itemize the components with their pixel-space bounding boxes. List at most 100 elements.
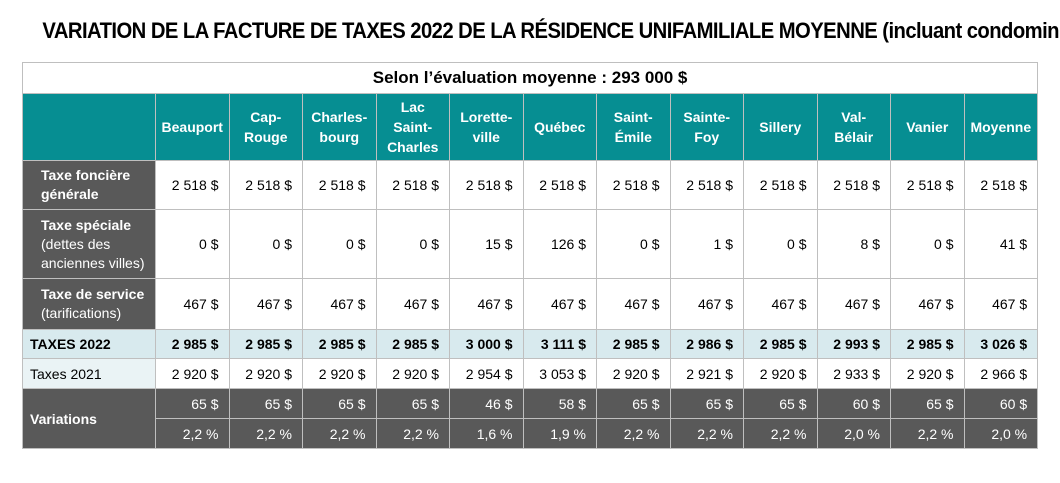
table-cell: 60 $	[816, 388, 891, 419]
row-label: Taxe de service (tarifications)	[22, 278, 156, 330]
table-cell: 2 920 $	[302, 358, 377, 389]
row-variations-amount: Variations 65 $65 $65 $65 $46 $58 $65 $6…	[22, 388, 1039, 449]
table-cell: 2 985 $	[375, 329, 450, 359]
row-taxes-2022: TAXES 2022 2 985 $2 985 $2 985 $2 985 $3…	[22, 329, 1039, 359]
table-cell: 65 $	[228, 388, 303, 419]
column-header: Saint- Émile	[596, 93, 671, 161]
table-cell: 46 $	[449, 388, 524, 419]
row-taxes-2021: Taxes 2021 2 920 $2 920 $2 920 $2 920 $2…	[22, 358, 1039, 389]
table-cell: 467 $	[375, 278, 450, 330]
table-cell: 2 954 $	[449, 358, 524, 389]
table-cell: 467 $	[963, 278, 1039, 330]
table-cell: 0 $	[302, 209, 377, 279]
table-cell: 2,2 %	[228, 418, 303, 449]
column-header-line: Québec	[534, 119, 586, 135]
table-cell: 467 $	[302, 278, 377, 330]
column-header-line: Vanier	[906, 119, 949, 135]
table-subtitle: Selon l’évaluation moyenne : 293 000 $	[21, 62, 1039, 94]
page-title: VARIATION DE LA FACTURE DE TAXES 2022 DE…	[42, 18, 1060, 43]
table-cell: 126 $	[522, 209, 597, 279]
column-header-line: Sainte-	[683, 109, 731, 125]
row-variations-percent: 2,2 % 2,2 % 2,2 % 2,2 % 1,6 % 1,9 % 2,2 % 2,2 %…	[23, 418, 1039, 449]
table-cell: 0 $	[596, 209, 671, 279]
table-cell: 2 920 $	[375, 358, 450, 389]
row-label: Taxe foncière générale	[22, 160, 156, 210]
column-header-line: Saint-	[393, 119, 433, 135]
table-cell: 3 111 $	[522, 329, 597, 359]
table-cell: 1 $	[669, 209, 744, 279]
table-cell: 65 $	[155, 388, 230, 419]
table-cell: 467 $	[522, 278, 597, 330]
table-cell: 2 518 $	[743, 160, 818, 210]
header-row: Beauport Cap- Rouge Charles-bourg Lac Saint- C…	[22, 93, 1039, 161]
table-cell: 2 518 $	[155, 160, 230, 210]
column-header: Lorette-ville	[449, 93, 524, 161]
tax-table: Selon l’évaluation moyenne : 293 000 $ B…	[21, 62, 1039, 449]
table-cell: 2 518 $	[449, 160, 524, 210]
table-cell: 2 985 $	[155, 329, 230, 359]
column-header-line: Charles-	[311, 109, 368, 125]
table-cell: 2 986 $	[669, 329, 744, 359]
table-cell: 2 993 $	[816, 329, 891, 359]
column-header-line: Lorette-	[460, 109, 513, 125]
column-header-line: bourg	[319, 129, 360, 145]
table-cell: 2,2 %	[155, 418, 230, 449]
table-cell: 2 985 $	[890, 329, 965, 359]
table-cell: 2 920 $	[890, 358, 965, 389]
table-cell: 2 518 $	[375, 160, 450, 210]
row-label-sub: (dettes des anciennes villes)	[41, 235, 145, 271]
table-cell: 0 $	[890, 209, 965, 279]
column-header: Vanier	[890, 93, 965, 161]
table-cell: 65 $	[375, 388, 450, 419]
table-cell: 0 $	[375, 209, 450, 279]
row-label: Variations	[22, 388, 156, 449]
table-cell: 467 $	[596, 278, 671, 330]
table-cell: 467 $	[449, 278, 524, 330]
table-cell: 2,0 %	[816, 418, 891, 449]
table-cell: 1,6 %	[449, 418, 524, 449]
column-header-line: Foy	[694, 129, 720, 145]
column-header: Lac Saint- Charles	[375, 93, 450, 161]
table-cell: 467 $	[228, 278, 303, 330]
column-header: Sillery	[743, 93, 818, 161]
table-cell: 467 $	[669, 278, 744, 330]
row-taxe-service: Taxe de service (tarifications) 467 $467…	[22, 278, 1039, 330]
column-header-line: Saint-	[613, 109, 653, 125]
table-cell: 2 518 $	[963, 160, 1039, 210]
row-label: Taxes 2021	[22, 358, 156, 389]
table-cell: 2 921 $	[669, 358, 744, 389]
column-header-line: Lac	[400, 99, 425, 115]
column-header: Québec	[522, 93, 597, 161]
column-header: Beauport	[155, 93, 230, 161]
column-header: Cap- Rouge	[228, 93, 303, 161]
table-cell: 2 920 $	[743, 358, 818, 389]
table-cell: 2 518 $	[890, 160, 965, 210]
column-header-line: Beauport	[161, 119, 223, 135]
table-cell: 41 $	[963, 209, 1039, 279]
table-cell: 0 $	[228, 209, 303, 279]
table-cell: 3 026 $	[963, 329, 1039, 359]
table-cell: 15 $	[449, 209, 524, 279]
table-cell: 2 518 $	[669, 160, 744, 210]
table-cell: 2 518 $	[302, 160, 377, 210]
table-cell: 1,9 %	[522, 418, 597, 449]
table-cell: 2,2 %	[375, 418, 450, 449]
table-cell: 2 920 $	[228, 358, 303, 389]
table-cell: 2 518 $	[816, 160, 891, 210]
row-taxe-fonciere: Taxe foncière générale 2 518 $2 518 $2 5…	[22, 160, 1039, 210]
table-cell: 2 920 $	[596, 358, 671, 389]
column-header: Val- Bélair	[816, 93, 891, 161]
table-cell: 2,2 %	[596, 418, 671, 449]
column-header-line: Émile	[614, 129, 652, 145]
column-header-line: ville	[472, 129, 500, 145]
table-cell: 65 $	[669, 388, 744, 419]
column-header-line: Bélair	[834, 129, 874, 145]
table-cell: 3 000 $	[449, 329, 524, 359]
row-label-main: Taxe de service	[41, 286, 145, 302]
row-taxe-speciale: Taxe spéciale (dettes des anciennes vill…	[22, 209, 1039, 279]
table-cell: 2 518 $	[522, 160, 597, 210]
table-cell: 0 $	[743, 209, 818, 279]
table-cell: 65 $	[302, 388, 377, 419]
table-cell: 2,2 %	[669, 418, 744, 449]
table-cell: 2 966 $	[963, 358, 1039, 389]
